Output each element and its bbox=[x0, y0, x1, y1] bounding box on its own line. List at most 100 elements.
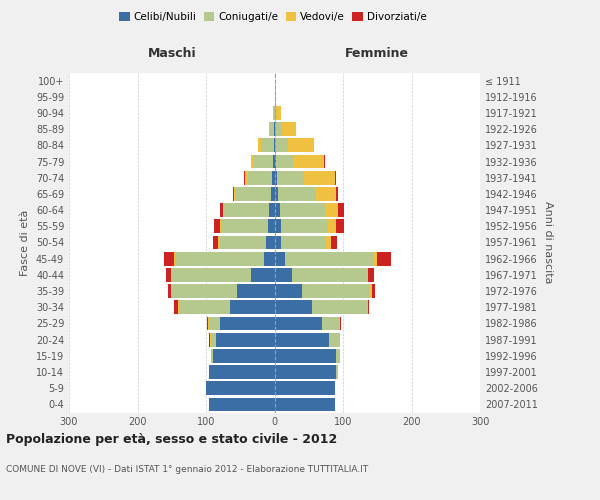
Bar bbox=[304, 171, 335, 184]
Bar bbox=[179, 300, 230, 314]
Bar bbox=[377, 252, 391, 266]
Bar bbox=[216, 333, 275, 346]
Bar bbox=[275, 349, 336, 362]
Bar bbox=[372, 284, 375, 298]
Bar bbox=[275, 90, 276, 104]
Bar bbox=[220, 203, 223, 217]
Bar bbox=[251, 268, 275, 282]
Bar bbox=[276, 154, 293, 168]
Bar bbox=[275, 171, 277, 184]
Bar bbox=[266, 236, 275, 250]
Bar bbox=[224, 203, 269, 217]
Bar bbox=[218, 236, 220, 250]
Bar bbox=[275, 138, 287, 152]
Bar bbox=[213, 236, 218, 250]
Bar bbox=[277, 171, 304, 184]
Bar bbox=[210, 333, 211, 346]
Bar bbox=[275, 300, 312, 314]
Bar bbox=[276, 106, 281, 120]
Bar bbox=[271, 122, 274, 136]
Bar bbox=[230, 300, 275, 314]
Bar bbox=[275, 268, 292, 282]
Bar bbox=[273, 154, 275, 168]
Bar bbox=[278, 187, 316, 201]
Bar bbox=[340, 316, 341, 330]
Bar bbox=[262, 138, 274, 152]
Bar bbox=[336, 187, 338, 201]
Bar bbox=[374, 252, 377, 266]
Bar bbox=[244, 171, 245, 184]
Bar bbox=[248, 171, 272, 184]
Bar bbox=[325, 203, 338, 217]
Bar bbox=[331, 236, 337, 250]
Bar bbox=[172, 284, 237, 298]
Bar bbox=[254, 154, 273, 168]
Bar bbox=[237, 284, 275, 298]
Bar bbox=[209, 316, 220, 330]
Bar bbox=[268, 220, 275, 233]
Bar bbox=[322, 316, 340, 330]
Bar bbox=[245, 171, 248, 184]
Bar bbox=[275, 284, 302, 298]
Bar bbox=[275, 187, 278, 201]
Bar bbox=[275, 220, 281, 233]
Text: Femmine: Femmine bbox=[345, 46, 409, 60]
Bar bbox=[233, 187, 234, 201]
Bar bbox=[287, 138, 314, 152]
Bar bbox=[223, 203, 224, 217]
Bar bbox=[285, 252, 374, 266]
Bar bbox=[208, 316, 209, 330]
Bar bbox=[324, 154, 325, 168]
Bar bbox=[269, 122, 271, 136]
Bar bbox=[175, 300, 178, 314]
Bar bbox=[316, 187, 336, 201]
Bar bbox=[213, 349, 275, 362]
Bar bbox=[274, 122, 275, 136]
Bar bbox=[302, 284, 370, 298]
Bar bbox=[209, 398, 275, 411]
Bar bbox=[258, 138, 262, 152]
Bar bbox=[164, 252, 174, 266]
Bar bbox=[275, 154, 276, 168]
Bar bbox=[281, 220, 328, 233]
Bar bbox=[264, 252, 275, 266]
Bar bbox=[274, 138, 275, 152]
Bar bbox=[167, 284, 171, 298]
Bar bbox=[275, 252, 285, 266]
Bar bbox=[336, 220, 344, 233]
Bar bbox=[326, 236, 331, 250]
Bar bbox=[209, 365, 275, 379]
Bar bbox=[275, 122, 282, 136]
Bar bbox=[221, 220, 268, 233]
Bar bbox=[275, 236, 281, 250]
Bar bbox=[329, 333, 340, 346]
Bar bbox=[220, 316, 275, 330]
Bar bbox=[328, 220, 336, 233]
Bar bbox=[220, 220, 221, 233]
Bar bbox=[280, 203, 325, 217]
Bar bbox=[275, 106, 276, 120]
Bar bbox=[293, 154, 324, 168]
Bar bbox=[336, 365, 338, 379]
Bar bbox=[275, 382, 335, 395]
Bar bbox=[370, 284, 372, 298]
Bar bbox=[235, 187, 271, 201]
Bar bbox=[271, 187, 275, 201]
Bar bbox=[282, 122, 296, 136]
Bar bbox=[367, 300, 368, 314]
Bar bbox=[211, 333, 216, 346]
Bar bbox=[273, 106, 275, 120]
Bar bbox=[275, 398, 335, 411]
Y-axis label: Fasce di età: Fasce di età bbox=[20, 210, 30, 276]
Bar bbox=[166, 268, 171, 282]
Bar bbox=[209, 333, 210, 346]
Legend: Celibi/Nubili, Coniugati/e, Vedovi/e, Divorziati/e: Celibi/Nubili, Coniugati/e, Vedovi/e, Di… bbox=[115, 8, 431, 26]
Bar bbox=[171, 284, 172, 298]
Bar bbox=[275, 203, 280, 217]
Text: Popolazione per età, sesso e stato civile - 2012: Popolazione per età, sesso e stato civil… bbox=[6, 432, 337, 446]
Bar bbox=[269, 203, 275, 217]
Bar bbox=[281, 236, 326, 250]
Bar bbox=[251, 154, 254, 168]
Bar bbox=[220, 236, 266, 250]
Bar bbox=[234, 187, 235, 201]
